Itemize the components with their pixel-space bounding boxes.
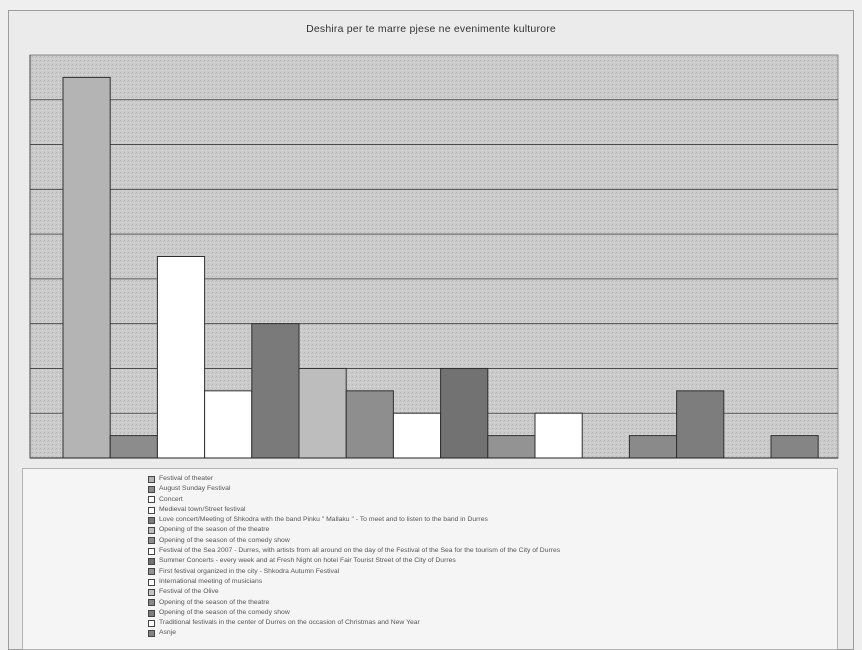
legend-marker: [148, 506, 155, 514]
legend-item: Love concert/Meeting of Shkodra with the…: [148, 515, 828, 525]
legend-label: Summer Concerts - every week and at Fres…: [159, 557, 456, 565]
legend-item: International meeting of musicians: [148, 577, 828, 587]
legend-item: First festival organized in the city - S…: [148, 567, 828, 577]
bar-7: [345, 390, 394, 459]
legend-item: August Sunday Festival: [148, 484, 828, 494]
legend-marker: [148, 558, 155, 566]
legend-marker: [148, 568, 155, 576]
bar-2: [109, 435, 158, 459]
legend-item: Opening of the season of the comedy show: [148, 536, 828, 546]
legend-item: Concert: [148, 495, 828, 505]
chart-title: Deshira per te marre pjese ne evenimente…: [306, 23, 556, 35]
legend-marker: [148, 599, 155, 607]
legend-marker: [148, 475, 155, 483]
legend-label: Festival of the Olive: [159, 588, 219, 596]
legend-label: Festival of theater: [159, 475, 214, 482]
legend-item: Traditional festivals in the center of D…: [148, 618, 828, 628]
bar-10: [487, 435, 536, 459]
legend-marker: [148, 619, 155, 627]
legend-marker: [148, 588, 155, 596]
legend-box: [22, 468, 838, 650]
bar-4: [204, 390, 253, 459]
legend-item: Opening of the season of the theatre: [148, 598, 828, 608]
legend-item: Festival of the Olive: [148, 587, 828, 597]
legend-label: August Sunday Festival: [159, 485, 231, 493]
bar-13: [628, 435, 678, 459]
legend-label: Concert: [159, 495, 183, 503]
legend-label: Opening of the season of the theatre: [159, 526, 270, 534]
legend-item: Summer Concerts - every week and at Fres…: [148, 556, 828, 566]
legend-marker: [148, 609, 155, 617]
bar-8: [392, 412, 442, 459]
legend-label: Opening of the season of the comedy show: [159, 608, 290, 616]
bar-3: [156, 256, 206, 459]
legend-marker: [148, 485, 155, 493]
legend-label: First festival organized in the city - S…: [159, 567, 340, 575]
bar-11: [534, 412, 583, 459]
bars: [62, 76, 819, 459]
plot-area: [29, 54, 839, 459]
legend-item: Asnje: [148, 628, 828, 638]
legend-marker: [148, 630, 155, 638]
bar-9: [440, 367, 489, 459]
legend-item: Opening of the season of the comedy show: [148, 608, 828, 618]
legend-item: Festival of theater: [148, 474, 828, 484]
legend-label: Asnje: [159, 629, 177, 637]
bar-14: [676, 390, 725, 459]
legend-label: Medieval town/Street festival: [159, 505, 246, 513]
legend-marker: [148, 547, 155, 555]
legend-marker: [148, 578, 155, 586]
legend-marker: [148, 527, 155, 535]
legend-marker: [148, 496, 155, 504]
legend-label: Festival of the Sea 2007 - Durres, with …: [159, 547, 561, 555]
legend-marker: [148, 537, 155, 545]
legend-label: Opening of the season of the comedy show: [159, 536, 290, 544]
bar-5: [251, 323, 300, 459]
legend-label: Opening of the season of the theatre: [159, 598, 270, 606]
bar-1: [62, 76, 111, 459]
legend-item: Festival of the Sea 2007 - Durres, with …: [148, 546, 828, 556]
legend: Festival of theater August Sunday Festiva…: [148, 474, 828, 639]
legend-label: Love concert/Meeting of Shkodra with the…: [159, 516, 488, 524]
bar-6: [298, 367, 347, 459]
legend-item: Medieval town/Street festival: [148, 505, 828, 515]
legend-label: Traditional festivals in the center of D…: [159, 619, 420, 627]
legend-label: International meeting of musicians: [159, 577, 263, 585]
legend-marker: [148, 516, 155, 524]
legend-item: Opening of the season of the theatre: [148, 525, 828, 535]
bar-16: [770, 435, 819, 459]
